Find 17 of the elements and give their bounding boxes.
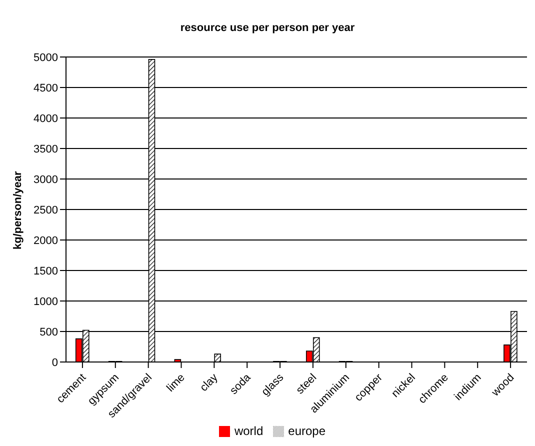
y-axis-title: kg/person/year bbox=[12, 170, 24, 250]
y-tick-label: 1000 bbox=[34, 296, 58, 308]
x-tick-label: lime bbox=[164, 372, 188, 394]
y-tick-label: 3000 bbox=[34, 174, 58, 186]
y-tick-label: 3500 bbox=[34, 143, 58, 156]
y-tick-label: 0 bbox=[52, 356, 58, 369]
y-tick-label: 4000 bbox=[34, 112, 58, 125]
y-tick-label: 2000 bbox=[34, 234, 58, 247]
y-tick-label: 500 bbox=[40, 326, 58, 338]
legend-label: world bbox=[234, 424, 264, 438]
y-tick-label: 5000 bbox=[34, 52, 58, 64]
x-tick-label: clay bbox=[198, 371, 221, 394]
legend-label: europe bbox=[288, 424, 326, 438]
y-tick-label: 4500 bbox=[34, 82, 58, 94]
y-tick-label: 2500 bbox=[34, 204, 58, 216]
chart-title: resource use per person per year bbox=[179, 22, 356, 34]
y-tick-label: 1500 bbox=[34, 265, 58, 278]
